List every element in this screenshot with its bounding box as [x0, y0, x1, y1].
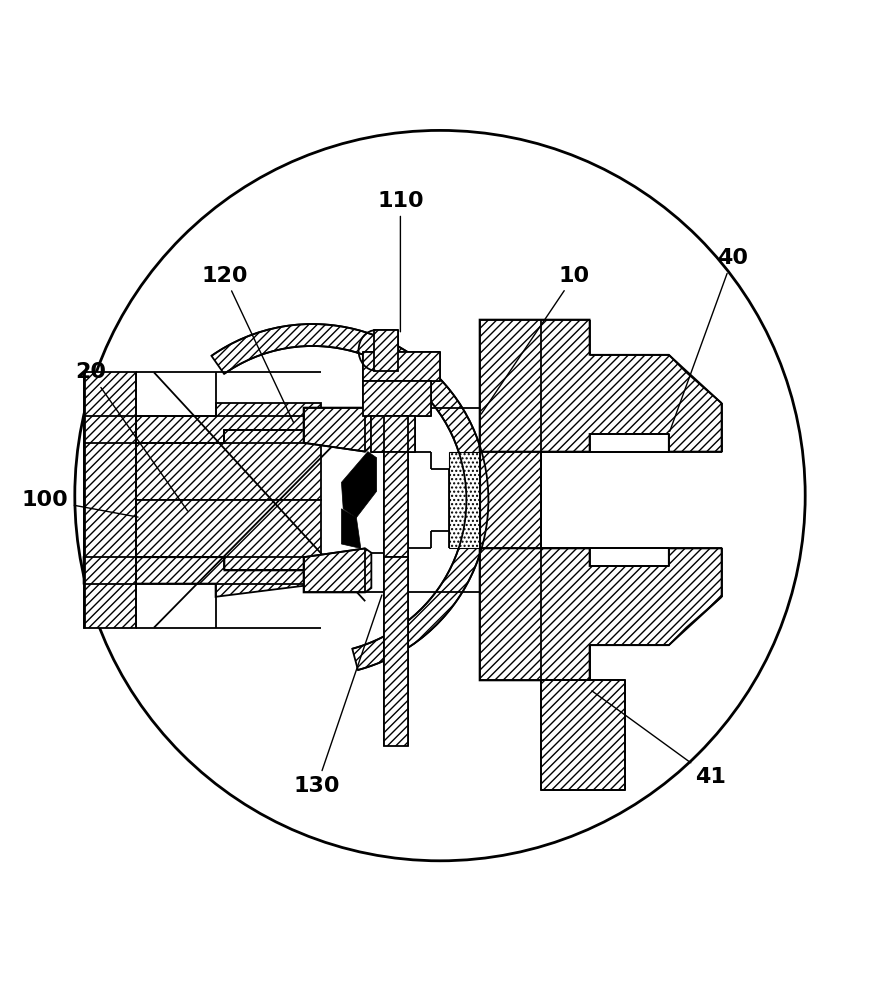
Polygon shape [384, 557, 408, 746]
Polygon shape [374, 330, 399, 371]
Polygon shape [211, 324, 488, 670]
Polygon shape [371, 416, 415, 452]
Text: 10: 10 [481, 266, 590, 414]
Polygon shape [363, 352, 440, 381]
Text: 40: 40 [670, 248, 748, 431]
Circle shape [75, 130, 805, 861]
Text: 130: 130 [294, 595, 382, 796]
Text: 110: 110 [378, 191, 423, 332]
Polygon shape [480, 548, 722, 680]
Polygon shape [84, 372, 136, 628]
Text: 41: 41 [592, 691, 726, 787]
Text: 100: 100 [22, 490, 138, 517]
Polygon shape [304, 548, 371, 592]
Polygon shape [480, 320, 541, 680]
Polygon shape [84, 430, 321, 500]
Polygon shape [84, 403, 321, 443]
Polygon shape [384, 416, 408, 452]
Polygon shape [541, 680, 625, 790]
Polygon shape [341, 509, 361, 548]
Polygon shape [341, 452, 377, 518]
Polygon shape [384, 452, 408, 557]
Polygon shape [480, 320, 722, 452]
Polygon shape [84, 557, 321, 597]
Polygon shape [449, 452, 480, 548]
Polygon shape [363, 381, 431, 416]
Text: 120: 120 [202, 266, 294, 423]
Polygon shape [304, 408, 371, 452]
Polygon shape [84, 500, 321, 570]
Text: 20: 20 [75, 362, 187, 511]
